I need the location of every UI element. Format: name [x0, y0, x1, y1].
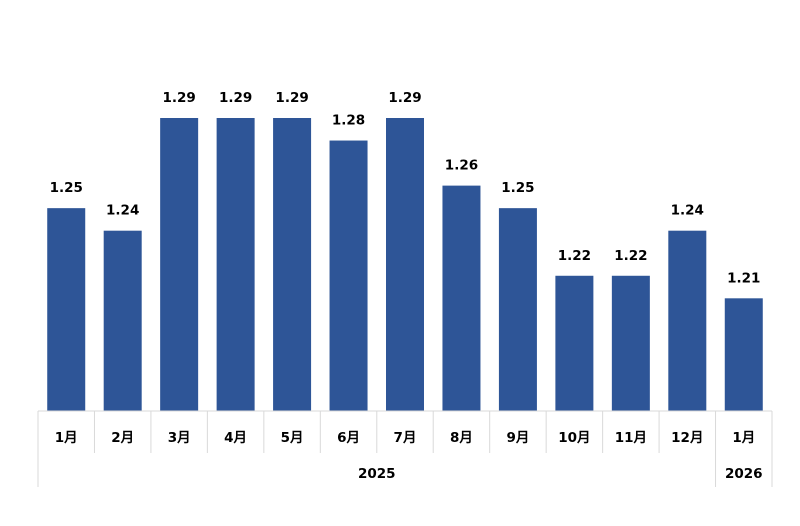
year-label: 2025 [358, 466, 396, 482]
bar [160, 118, 199, 411]
data-label: 1.25 [50, 180, 83, 196]
bar [724, 298, 763, 411]
x-tick-label: 5月 [281, 430, 304, 446]
data-label: 1.29 [275, 90, 308, 106]
data-label: 1.26 [445, 158, 478, 174]
data-label: 1.24 [671, 203, 704, 219]
bar [386, 118, 424, 411]
year-label: 2026 [725, 466, 763, 482]
value-labels-group: 1.25 1.24 1.29 1.29 1.29 1.28 1.29 1.26 1.25 1.22… [50, 90, 761, 286]
bar [555, 275, 594, 411]
bar [103, 230, 142, 411]
x-tick-label: 12月 [671, 430, 703, 446]
bar [498, 208, 537, 411]
bar [442, 185, 481, 411]
bar [329, 140, 368, 412]
x-tick-label: 10月 [558, 430, 590, 446]
x-tick-label: 9月 [506, 430, 529, 446]
bar [668, 230, 707, 411]
bar [273, 118, 312, 411]
bar [47, 208, 86, 411]
data-label: 1.22 [558, 248, 591, 264]
data-label: 1.25 [501, 180, 534, 196]
data-label: 1.22 [614, 248, 647, 264]
year-labels-group: 2025 2026 [358, 466, 763, 482]
category-axis [37, 410, 773, 487]
bars-group [47, 118, 763, 412]
x-tick-label: 1月 [55, 430, 78, 446]
data-label: 1.28 [332, 113, 365, 129]
x-tick-label: 7月 [394, 430, 417, 446]
data-label: 1.29 [162, 90, 195, 106]
x-tick-label: 8月 [450, 430, 473, 446]
x-tick-label: 2月 [111, 430, 134, 446]
category-labels-group: 1月 2月 3月 4月 5月 6月 7月 8月 9月 10月 11月 12月 1月 [55, 430, 755, 446]
data-label: 1.29 [388, 90, 421, 106]
data-label: 1.24 [106, 203, 139, 219]
x-tick-label: 11月 [615, 430, 647, 446]
x-tick-label: 4月 [224, 430, 247, 446]
data-label: 1.21 [727, 270, 760, 286]
x-tick-label: 6月 [337, 430, 360, 446]
x-tick-label: 3月 [168, 430, 191, 446]
bar [216, 118, 255, 411]
data-label: 1.29 [219, 90, 252, 106]
bar [611, 275, 650, 411]
x-tick-label: 1月 [732, 430, 755, 446]
